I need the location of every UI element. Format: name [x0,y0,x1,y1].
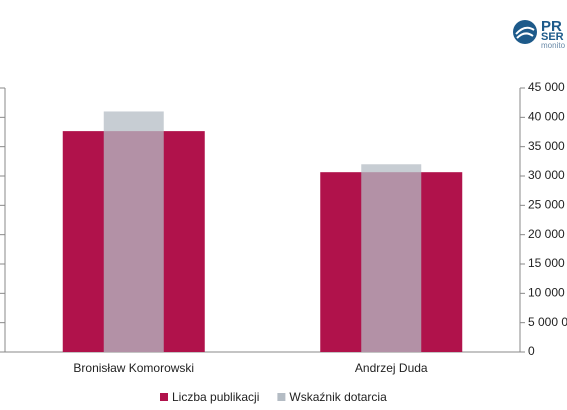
y2-tick-label: 40 000 000 [528,110,567,124]
bar [103,111,164,352]
logo-icon [513,20,537,44]
legend-swatch [277,393,286,401]
logo-text: PR [541,18,562,35]
y2-tick-label: 25 000 000 [528,198,567,212]
legend-label: Liczba publikacji [172,390,259,404]
legend-swatch [160,393,168,401]
y2-tick-label: 10 000 000 [528,286,567,300]
bar [361,164,422,352]
y2-tick-label: 20 000 000 [528,227,567,241]
logo-text: SER [541,31,564,43]
y2-tick-label: 35 000 000 [528,139,567,153]
y2-tick-label: 15 000 000 [528,256,567,270]
logo-text: monito [541,41,566,50]
logo-swoosh [515,26,535,39]
x-tick-label: Bronisław Komorowski [73,361,194,375]
logo: PR SER monito [513,18,566,50]
y2-tick-label: 5 000 000 [528,315,567,329]
y2-tick-label: 30 000 000 [528,168,567,182]
y2-tick-label: 0 [528,344,535,358]
x-tick-label: Andrzej Duda [355,361,428,375]
y2-tick-label: 45 000 000 [528,80,567,94]
legend-label: Wskaźnik dotarcia [289,390,387,404]
